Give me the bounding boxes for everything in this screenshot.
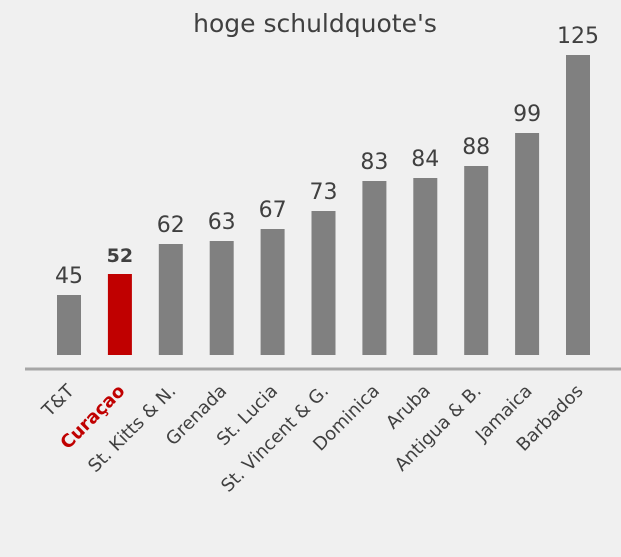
value-label: 84: [411, 147, 439, 172]
bar: [260, 229, 285, 355]
bar: [515, 133, 540, 355]
bar: [107, 274, 132, 355]
bar: [209, 241, 234, 355]
value-label: 83: [360, 150, 388, 175]
value-label: 52: [107, 245, 133, 267]
value-label: 45: [55, 264, 83, 289]
bar: [311, 211, 336, 355]
bar: [362, 181, 387, 355]
value-label: 67: [259, 198, 287, 223]
bar: [464, 166, 489, 355]
value-label: 99: [513, 102, 541, 127]
bar: [413, 178, 438, 355]
value-label: 63: [208, 210, 236, 235]
bar: [566, 55, 590, 355]
value-label: 73: [310, 180, 338, 205]
bar: [158, 244, 183, 355]
value-label: 62: [157, 213, 185, 238]
value-label: 125: [557, 24, 599, 49]
chart-title: hoge schuldquote's: [193, 9, 437, 38]
value-label: 88: [462, 135, 490, 160]
bar: [57, 295, 81, 355]
